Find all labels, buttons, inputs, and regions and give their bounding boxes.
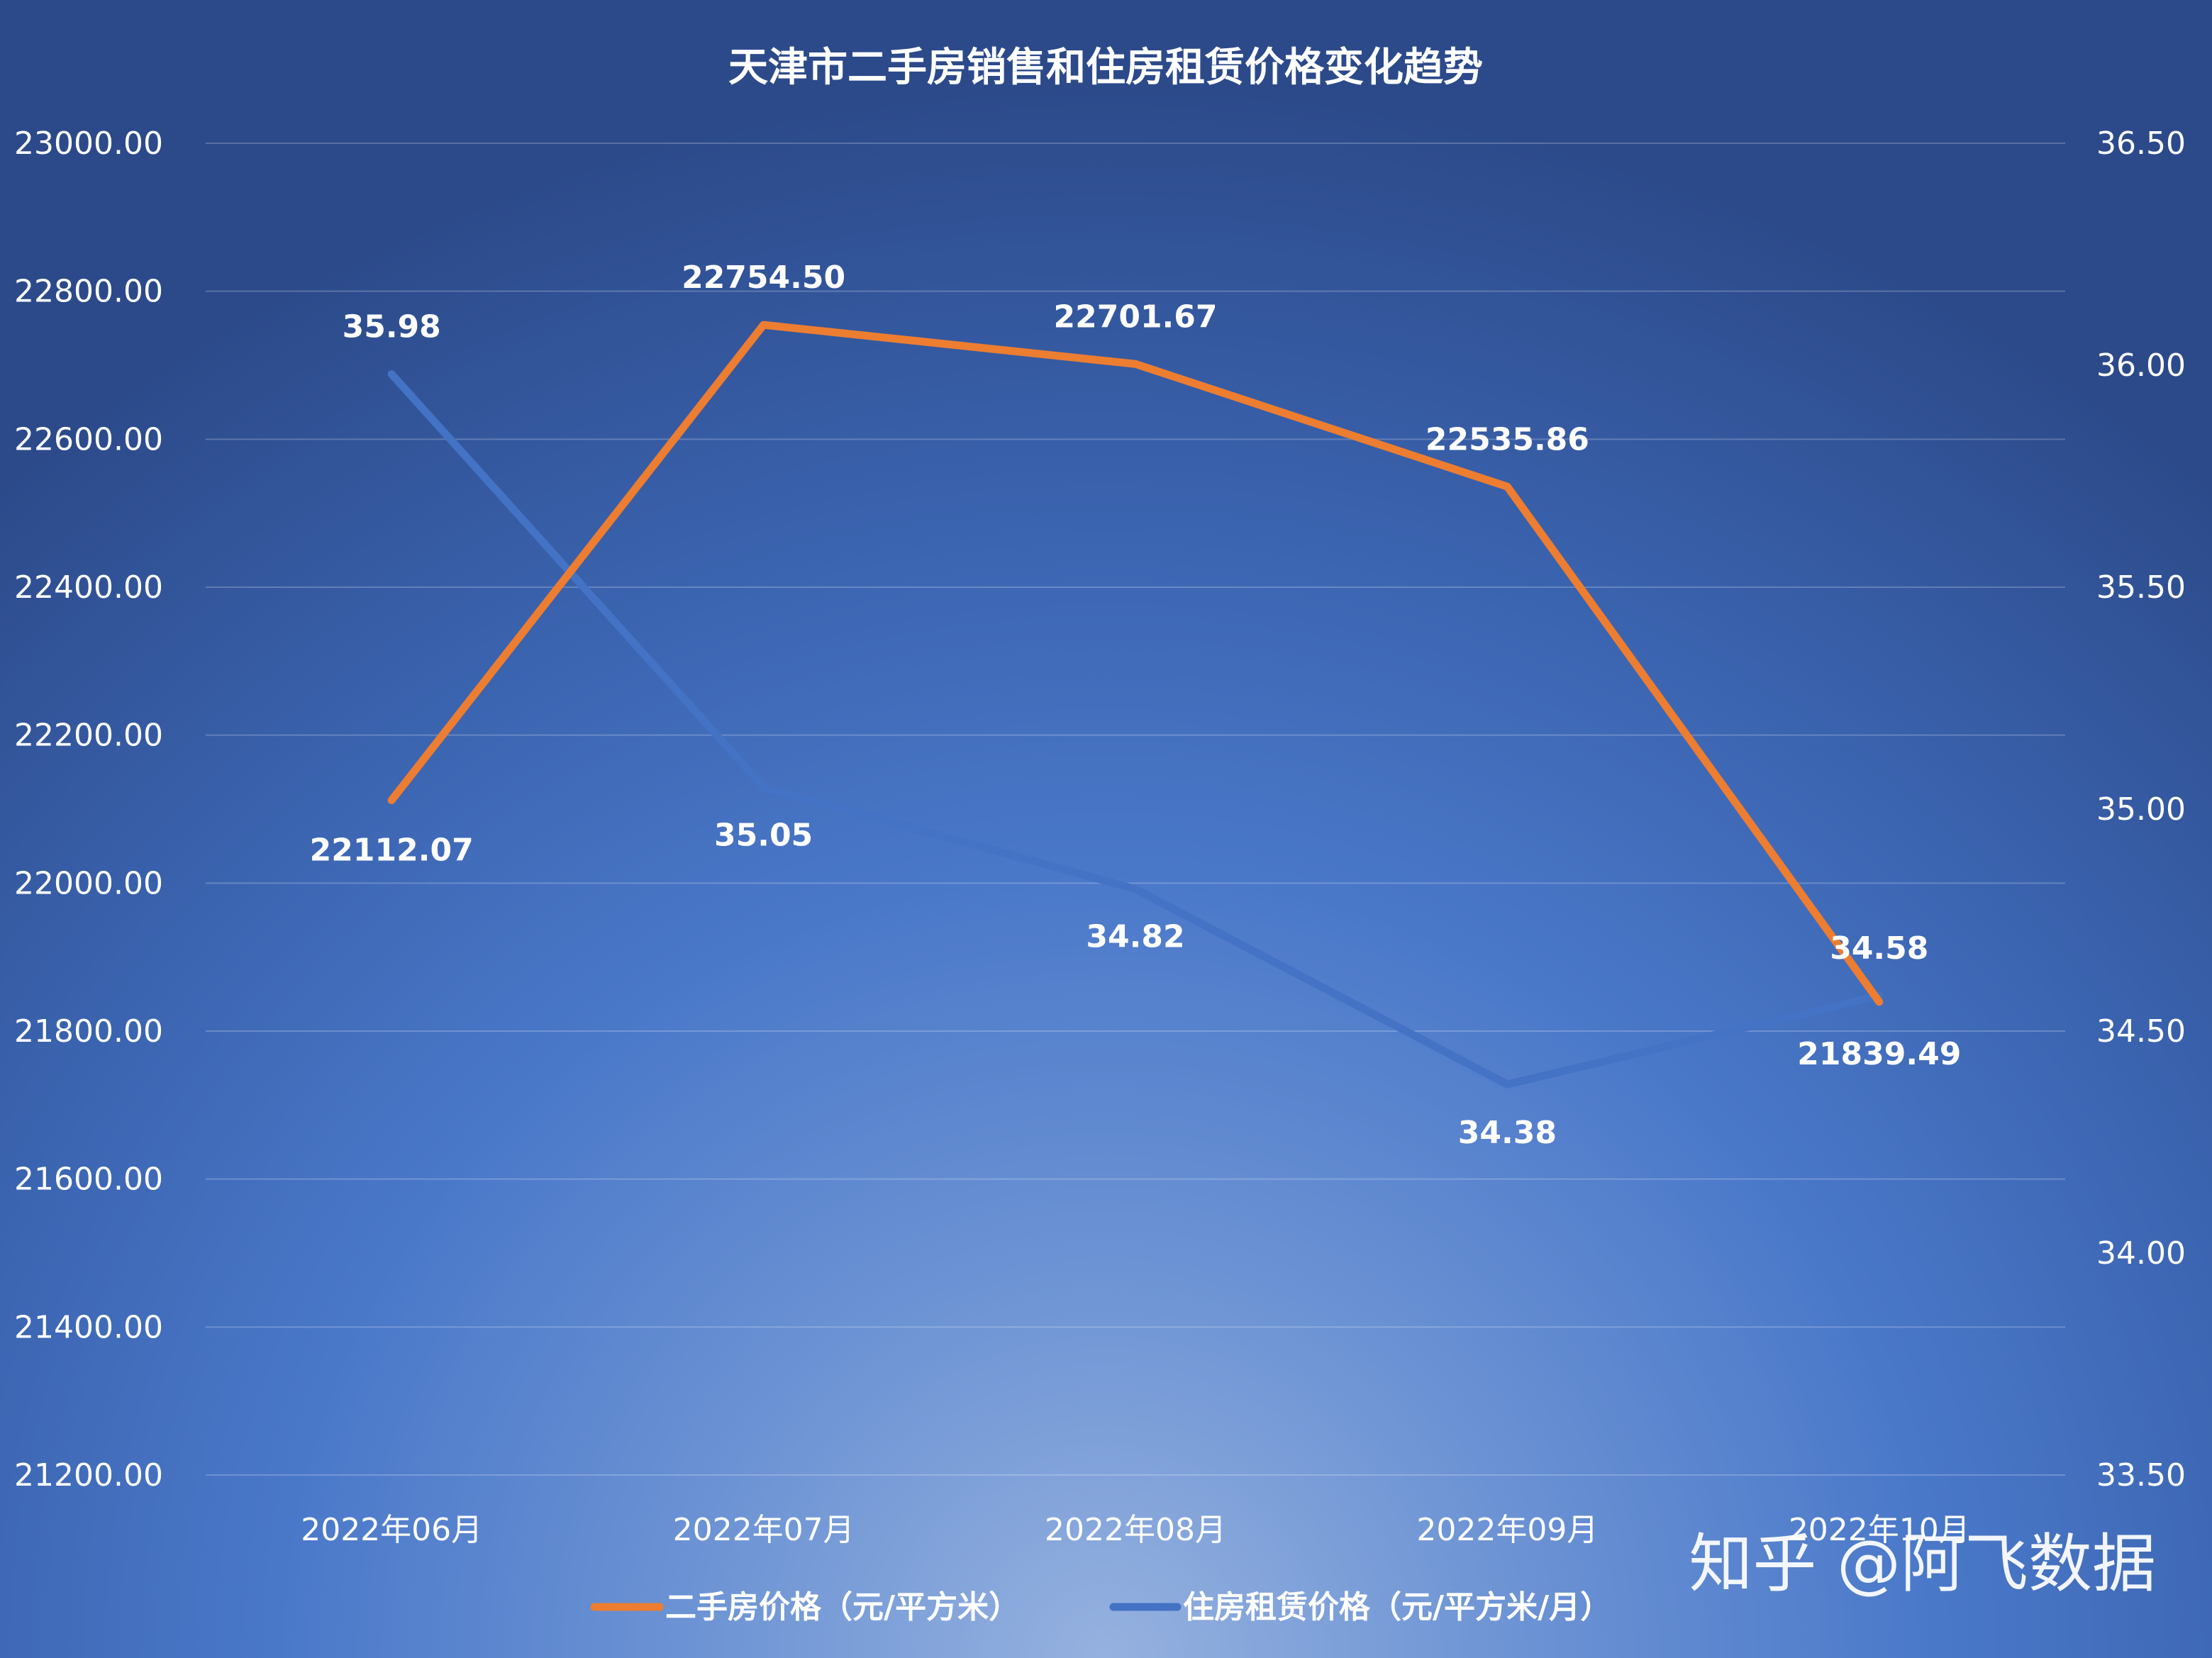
y-left-tick-label: 21800.00 bbox=[14, 1013, 163, 1050]
x-axis: 2022年06月 2022年07月 2022年08月 2022年09月 2022年10月 bbox=[301, 1512, 1970, 1548]
y-right-tick-label: 34.50 bbox=[2096, 1013, 2186, 1050]
y-right-tick-label: 36.00 bbox=[2096, 347, 2186, 384]
data-label: 35.98 bbox=[343, 309, 441, 345]
y-left-tick-label: 22400.00 bbox=[14, 569, 163, 606]
data-label: 22701.67 bbox=[1053, 299, 1217, 335]
x-tick-label: 2022年10月 bbox=[1789, 1512, 1970, 1548]
y-axis-left: 21200.00 21400.00 21600.00 21800.00 22000.00… bbox=[14, 126, 163, 1493]
y-axis-right: 33.50 34.00 34.50 35.00 35.50 36.00 36.50 bbox=[2096, 126, 2186, 1493]
watermark: 知乎 @阿飞数据 bbox=[1689, 1527, 2156, 1601]
data-label: 22754.50 bbox=[682, 260, 845, 296]
y-left-tick-label: 21600.00 bbox=[14, 1162, 163, 1198]
y-left-tick-label: 22600.00 bbox=[14, 421, 163, 457]
series-lines bbox=[387, 321, 1884, 1089]
data-label: 35.05 bbox=[714, 818, 813, 854]
x-tick-label: 2022年07月 bbox=[673, 1512, 855, 1548]
series-line-rent-price bbox=[387, 370, 1884, 1089]
y-right-tick-label: 35.50 bbox=[2096, 569, 2186, 606]
y-right-tick-label: 36.50 bbox=[2096, 126, 2186, 162]
data-label: 34.82 bbox=[1086, 919, 1184, 955]
y-right-tick-label: 33.50 bbox=[2096, 1457, 2186, 1493]
series-line-resale-price bbox=[387, 321, 1884, 1006]
data-label: 34.38 bbox=[1458, 1115, 1557, 1151]
chart-title: 天津市二手房销售和住房租赁价格变化趋势 bbox=[728, 45, 1483, 91]
data-label: 22535.86 bbox=[1425, 421, 1589, 457]
legend-label: 住房租赁价格（元/平方米/月） bbox=[1183, 1589, 1611, 1625]
y-left-tick-label: 21200.00 bbox=[14, 1457, 163, 1493]
x-tick-label: 2022年09月 bbox=[1416, 1512, 1598, 1548]
data-label: 21839.49 bbox=[1797, 1036, 1961, 1072]
legend: 二手房价格（元/平方米） 住房租赁价格（元/平方米/月） bbox=[590, 1589, 1611, 1625]
data-label: 22112.07 bbox=[310, 832, 474, 868]
x-tick-label: 2022年06月 bbox=[301, 1512, 482, 1548]
y-right-tick-label: 35.00 bbox=[2096, 791, 2186, 828]
y-left-tick-label: 22000.00 bbox=[14, 865, 163, 901]
data-label: 34.58 bbox=[1830, 930, 1928, 967]
gridlines bbox=[206, 143, 2065, 1476]
data-labels: 22112.07 22754.50 22701.67 22535.86 21839.49… bbox=[310, 260, 1962, 1151]
y-left-tick-label: 21400.00 bbox=[14, 1309, 163, 1345]
legend-label: 二手房价格（元/平方米） bbox=[665, 1589, 1020, 1625]
y-right-tick-label: 34.00 bbox=[2096, 1235, 2186, 1272]
x-tick-label: 2022年08月 bbox=[1045, 1512, 1226, 1548]
y-left-tick-label: 23000.00 bbox=[14, 126, 163, 162]
y-left-tick-label: 22200.00 bbox=[14, 718, 163, 754]
y-left-tick-label: 22800.00 bbox=[14, 274, 163, 310]
